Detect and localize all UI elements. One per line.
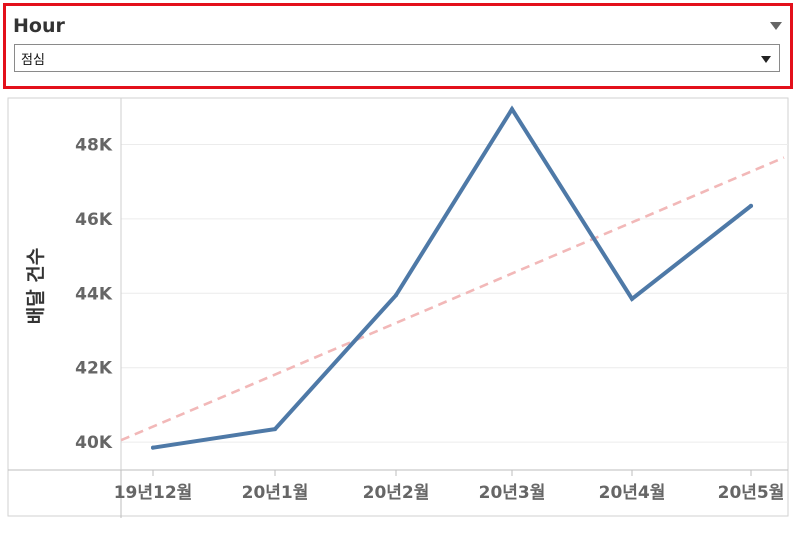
series-layer	[151, 107, 753, 450]
data-point[interactable]	[273, 427, 277, 431]
y-tick-label: 42K	[75, 359, 113, 379]
y-tick-label: 44K	[75, 284, 113, 304]
hour-dropdown[interactable]: 점심	[14, 44, 780, 72]
x-tick-label: 20년4월	[599, 483, 666, 503]
y-tick-label: 40K	[75, 433, 113, 453]
chevron-down-icon	[761, 56, 771, 63]
dropdown-selected-value: 점심	[21, 49, 45, 68]
data-point[interactable]	[151, 446, 155, 450]
filter-menu-icon[interactable]	[770, 22, 782, 30]
chart-frame	[8, 98, 788, 516]
y-tick-label: 48K	[75, 136, 113, 156]
x-tick-label: 19년12월	[114, 483, 193, 503]
trend-line	[121, 158, 784, 441]
data-point[interactable]	[510, 107, 514, 111]
x-tick-label: 20년5월	[718, 483, 785, 503]
series-line	[153, 109, 751, 448]
x-tick-label: 20년2월	[363, 483, 430, 503]
data-point[interactable]	[630, 297, 634, 301]
y-tick-labels: 40K 42K 44K 46K 48K	[75, 136, 113, 454]
x-tick-label: 20년3월	[479, 483, 546, 503]
y-axis-title: 배달 건수	[25, 248, 47, 325]
x-tick-labels: 19년12월 20년1월 20년2월 20년3월 20년4월 20년5월	[114, 470, 785, 503]
data-point[interactable]	[749, 204, 753, 208]
grid-lines	[8, 145, 788, 471]
y-tick-label: 46K	[75, 210, 113, 230]
x-tick-label: 20년1월	[242, 483, 309, 503]
trend-line-layer	[121, 158, 784, 441]
filter-title: Hour	[13, 15, 65, 37]
data-point[interactable]	[394, 293, 398, 297]
hour-filter-panel: Hour 점심	[3, 3, 793, 89]
line-chart: 40K 42K 44K 46K 48K 배달 건수 19년12월 20년1월 20년2월 20…	[0, 90, 796, 551]
